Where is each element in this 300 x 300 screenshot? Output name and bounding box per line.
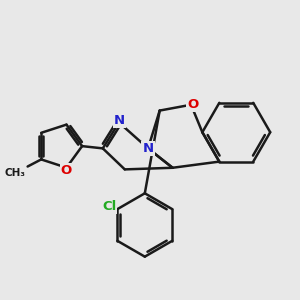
Text: N: N [114,114,125,128]
Text: O: O [61,164,72,177]
Text: Cl: Cl [102,200,116,213]
Text: N: N [142,142,154,155]
Text: CH₃: CH₃ [4,168,25,178]
Text: O: O [187,98,198,111]
